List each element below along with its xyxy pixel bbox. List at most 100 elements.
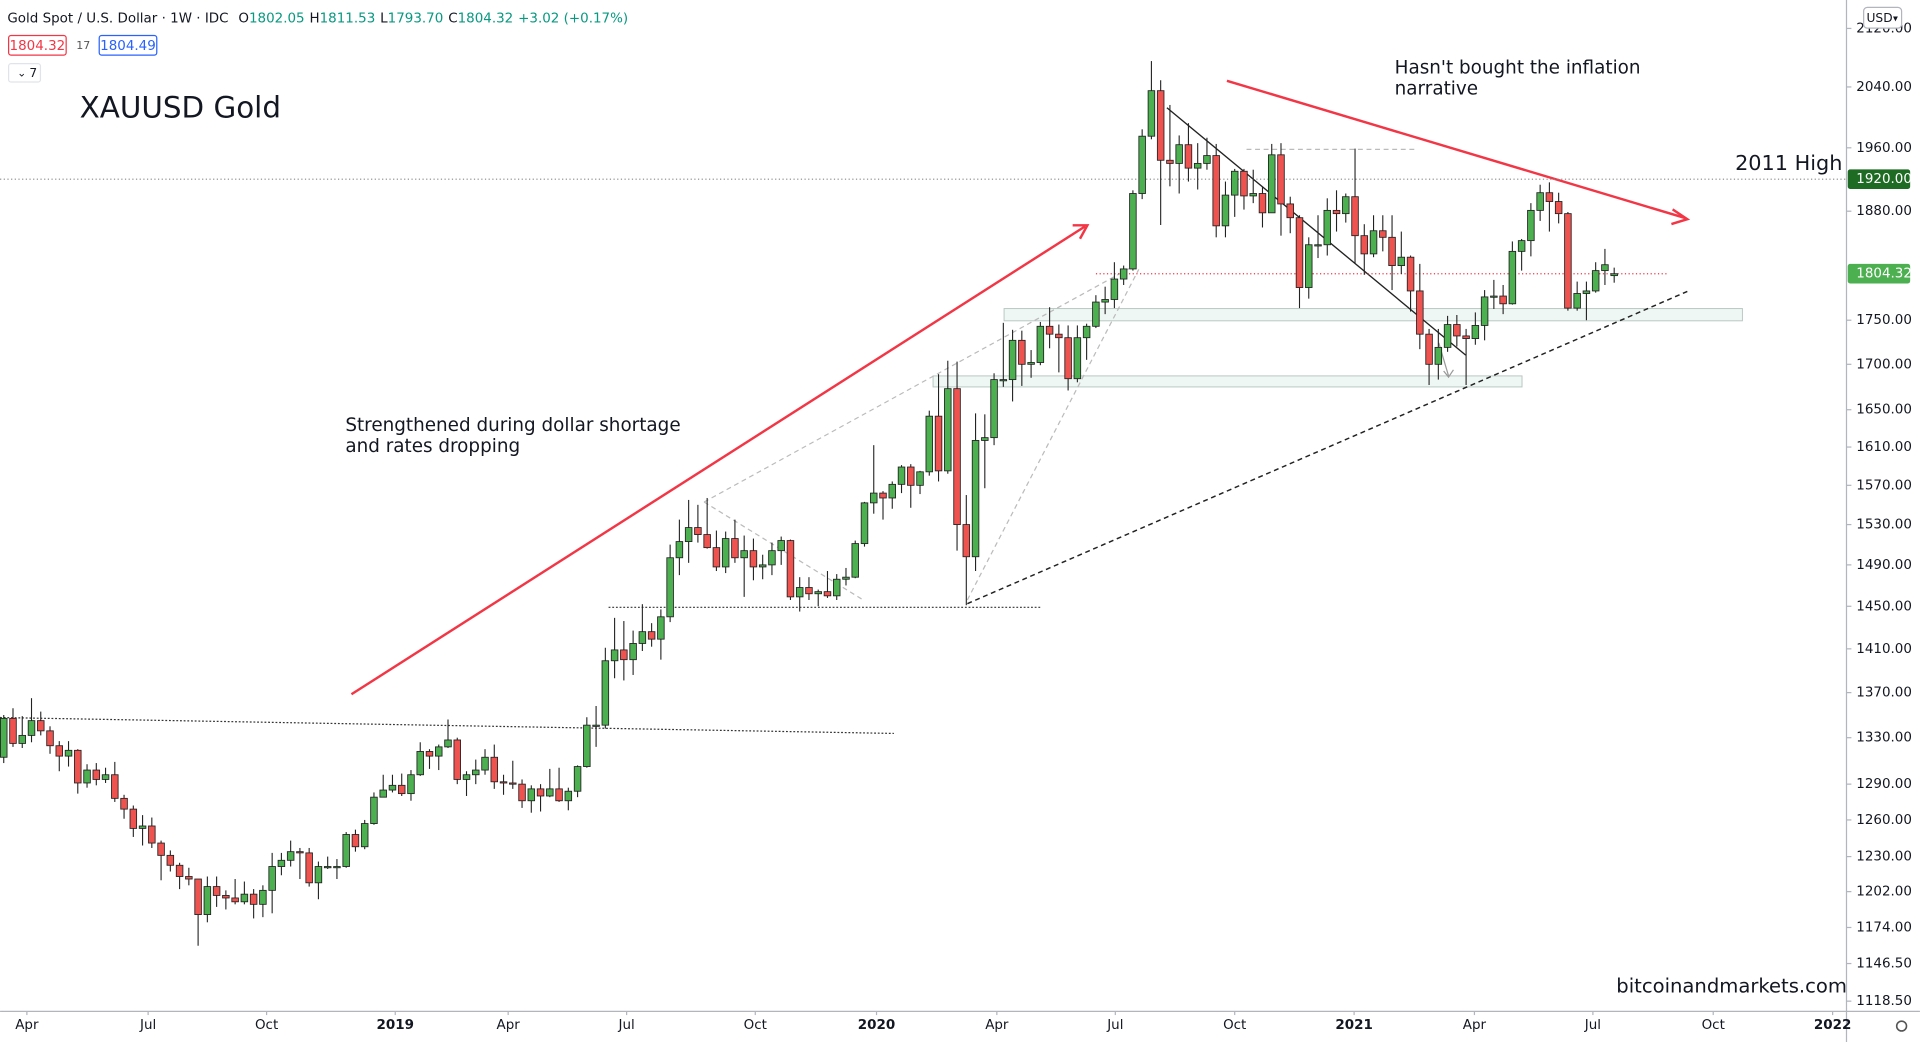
body: [83, 769, 91, 784]
body: [55, 745, 64, 757]
body: [1305, 244, 1313, 288]
body: [1092, 301, 1100, 327]
body: [712, 547, 721, 568]
body: [620, 649, 628, 661]
body: [851, 543, 859, 578]
body: [1545, 192, 1554, 202]
x-tick-label: Apr: [1463, 1018, 1487, 1033]
body: [666, 557, 674, 618]
body: [1249, 193, 1257, 197]
body: [610, 649, 619, 662]
body: [1286, 203, 1294, 219]
body: [1045, 325, 1054, 335]
body: [416, 751, 424, 776]
settings-icon[interactable]: [1895, 1020, 1908, 1032]
x-tick-label: Jul: [618, 1018, 635, 1033]
body: [981, 437, 989, 441]
body: [342, 834, 350, 867]
trend-line: [967, 290, 1688, 605]
body: [444, 739, 452, 748]
body: [555, 788, 563, 802]
indicators-toggle[interactable]: [7, 63, 42, 83]
zone: [1003, 308, 1743, 322]
body: [647, 631, 656, 640]
y-tick-label: 1530.00: [1856, 518, 1912, 533]
body: [1388, 236, 1396, 266]
body: [1027, 362, 1035, 365]
field-value: 1793.70: [388, 11, 444, 26]
body: [462, 774, 471, 780]
x-tick-label: Oct: [255, 1018, 278, 1033]
body: [731, 538, 739, 559]
y-tick-label: 1330.00: [1856, 731, 1912, 746]
body: [1591, 270, 1600, 292]
body: [18, 734, 26, 744]
body: [509, 782, 517, 785]
x-tick-label: 2019: [377, 1018, 414, 1033]
body: [1277, 154, 1285, 205]
body: [879, 492, 887, 499]
field-label: O: [238, 11, 249, 26]
y-tick-label: 1610.00: [1856, 440, 1912, 455]
y-tick-label: 1700.00: [1856, 357, 1912, 372]
body: [842, 576, 850, 580]
bid[interactable]: 1804.32: [10, 39, 66, 54]
y-tick-label: 1174.00: [1856, 920, 1912, 935]
body: [388, 784, 397, 791]
body: [1240, 170, 1248, 197]
body: [814, 591, 822, 595]
body: [583, 724, 591, 767]
body: [1434, 346, 1443, 365]
chevron[interactable]: ⌄: [17, 66, 26, 79]
body: [749, 550, 758, 568]
body: [138, 825, 147, 829]
red-arrow: [350, 225, 1086, 696]
body: [795, 587, 804, 598]
indicator-count[interactable]: 7: [29, 66, 37, 80]
field-value: 1804.32: [458, 11, 514, 26]
body: [721, 538, 730, 568]
body: [1184, 144, 1193, 169]
body: [1295, 217, 1304, 288]
x-tick-label: 2021: [1335, 1018, 1372, 1033]
symbol-line: Gold Spot / U.S. Dollar · 1W · IDC O1802.…: [7, 11, 628, 26]
body: [1101, 299, 1109, 303]
currency-box[interactable]: [1863, 6, 1903, 29]
body: [379, 789, 387, 798]
body: [194, 878, 202, 916]
body: [1397, 256, 1406, 266]
y-tick-label: 1570.00: [1856, 478, 1912, 493]
change: +3.02 (+0.17%): [518, 11, 628, 26]
field-label: H: [309, 11, 319, 26]
body: [1582, 290, 1591, 294]
body: [148, 825, 156, 844]
body: [203, 886, 212, 916]
body: [1406, 256, 1415, 292]
x-tick-label: Apr: [985, 1018, 1009, 1033]
body: [916, 471, 924, 486]
symbol: Gold Spot / U.S. Dollar · 1W · IDC: [7, 11, 228, 26]
price-lines: [0, 178, 1847, 275]
red-arrowhead: [1072, 224, 1090, 240]
body: [601, 660, 610, 726]
y-tick-label: 1118.50: [1856, 994, 1912, 1009]
ask[interactable]: 1804.49: [100, 39, 156, 54]
x-tick-label: Oct: [1223, 1018, 1246, 1033]
zone: [932, 375, 1523, 388]
body: [564, 790, 573, 802]
body: [1554, 201, 1563, 215]
watermark: bitcoinandmarkets.com: [1616, 974, 1847, 997]
body: [1008, 339, 1017, 381]
body: [27, 720, 36, 736]
body: [435, 746, 443, 757]
bid-box[interactable]: [7, 34, 67, 56]
currency[interactable]: USD: [1866, 11, 1892, 25]
body: [1166, 159, 1174, 164]
currency-caret[interactable]: ▾: [1893, 13, 1898, 24]
chart-title: XAUUSD Gold: [80, 90, 281, 124]
ask-box[interactable]: [98, 34, 158, 56]
body: [1416, 290, 1424, 335]
annotation: Hasn't bought the inflation: [1395, 58, 1641, 79]
body: [286, 851, 295, 861]
body: [1573, 293, 1581, 309]
